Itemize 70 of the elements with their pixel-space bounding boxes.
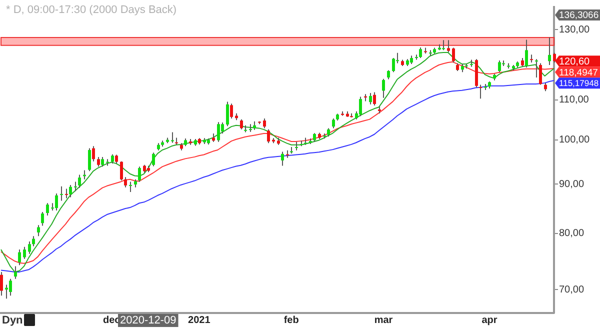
text: 136,3066 bbox=[559, 10, 599, 22]
candlestick bbox=[69, 184, 72, 198]
candlestick bbox=[78, 174, 81, 188]
candlestick bbox=[452, 47, 455, 64]
candlestick bbox=[65, 188, 68, 199]
candlestick bbox=[23, 246, 26, 260]
candlestick bbox=[525, 39, 528, 68]
y-tick-label: 100,00 bbox=[559, 134, 590, 146]
candlestick bbox=[392, 58, 395, 73]
y-tick-label: 130,00 bbox=[559, 24, 590, 36]
candlestick bbox=[359, 96, 362, 117]
candlestick bbox=[101, 156, 104, 168]
candlestick bbox=[88, 148, 91, 172]
candlestick bbox=[14, 266, 17, 280]
candlestick bbox=[138, 166, 141, 182]
candlestick bbox=[267, 128, 270, 144]
candlestick bbox=[171, 132, 174, 144]
candlestick bbox=[129, 181, 132, 193]
x-tick-label: apr bbox=[482, 314, 498, 326]
text: 120,60 bbox=[559, 56, 590, 68]
candlestick bbox=[9, 278, 12, 296]
candlestick bbox=[175, 137, 178, 146]
candlestick bbox=[479, 84, 482, 100]
candlestick bbox=[32, 236, 35, 247]
candlestick bbox=[217, 122, 220, 142]
text: 2020-12-09 bbox=[120, 314, 176, 327]
y-tick-label: 70,00 bbox=[559, 284, 584, 296]
candlestick bbox=[382, 78, 385, 98]
candlestick bbox=[373, 92, 376, 106]
candlestick bbox=[263, 118, 266, 129]
candlestick bbox=[304, 137, 307, 146]
x-tick-label: feb bbox=[284, 314, 299, 326]
candlestick bbox=[240, 118, 243, 130]
candlestick bbox=[124, 176, 127, 188]
candlestick bbox=[97, 156, 100, 168]
candlestick bbox=[120, 160, 123, 181]
candlestick bbox=[74, 181, 77, 192]
candlestick bbox=[28, 240, 31, 254]
candlestick bbox=[46, 202, 49, 216]
x-tick-label: mar bbox=[374, 314, 393, 326]
candlestick bbox=[419, 46, 422, 59]
candlestick bbox=[37, 224, 40, 237]
candlestick bbox=[92, 146, 95, 162]
candlestick bbox=[60, 186, 63, 202]
y-tick-label: 80,00 bbox=[559, 228, 584, 240]
candlestick bbox=[230, 103, 233, 120]
candlestick bbox=[535, 58, 538, 78]
candlestick bbox=[369, 92, 372, 105]
y-tick-label: 110,00 bbox=[559, 94, 590, 106]
x-tick-label: 2021 bbox=[188, 314, 211, 326]
candlestick bbox=[498, 60, 501, 73]
candlestick bbox=[447, 40, 450, 53]
candlestick bbox=[539, 62, 542, 86]
candlestick bbox=[281, 151, 284, 166]
candlestick bbox=[442, 40, 445, 51]
text: 118,4947 bbox=[559, 67, 598, 78]
candlestick bbox=[41, 212, 44, 226]
text: 115,17948 bbox=[559, 78, 599, 88]
y-tick-label: 90,00 bbox=[559, 178, 584, 190]
text: Dyn bbox=[2, 314, 24, 327]
candlestick bbox=[18, 249, 21, 266]
candlestick bbox=[0, 271, 3, 296]
candlestick bbox=[548, 36, 551, 66]
candlestick bbox=[111, 154, 114, 164]
candlestick bbox=[249, 124, 252, 132]
candlestick bbox=[152, 152, 155, 167]
candlestick bbox=[332, 118, 335, 129]
candlestick bbox=[55, 192, 58, 212]
candlestick bbox=[226, 101, 229, 127]
chart-title: * D, 09:00-17:30 (2000 Days Back) bbox=[6, 4, 177, 16]
